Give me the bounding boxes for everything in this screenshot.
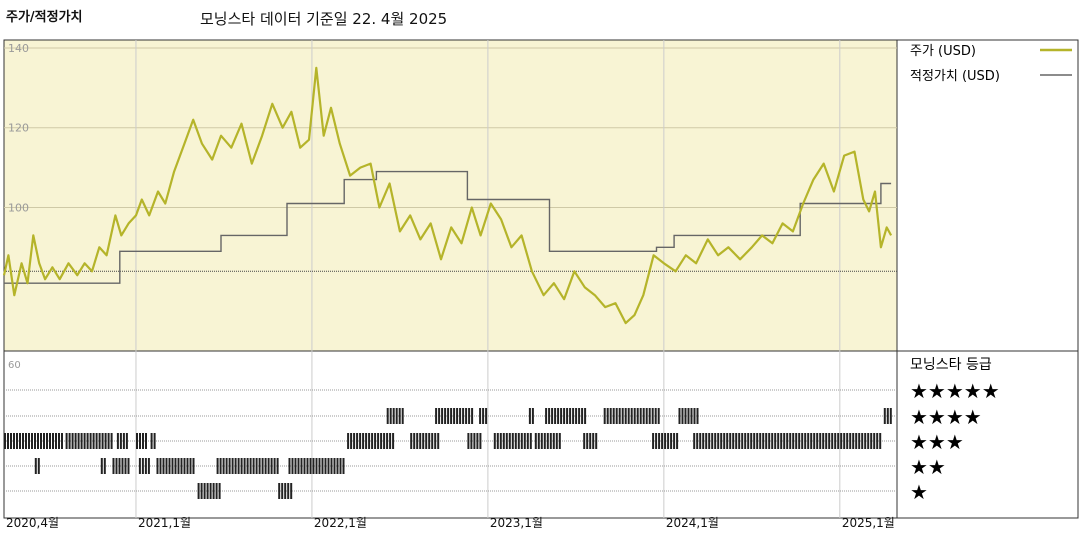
x-tick-label: 2025,1월 [842, 516, 895, 530]
legend-fair-label: 적정가치 (USD) [910, 69, 1000, 84]
star-rating-label: ★★★★ [910, 405, 982, 429]
price-series-line [2, 66, 893, 325]
rating-segment-4 [545, 408, 587, 424]
rating-segment-1 [197, 483, 221, 499]
rating-segment-3 [534, 433, 561, 449]
rating-segment-4 [678, 408, 699, 424]
star-rating-label: ★★★★★ [910, 379, 1000, 403]
rating-segment-3 [583, 433, 598, 449]
y-tick-label: 140 [8, 42, 29, 55]
rating-segment-3 [116, 433, 128, 449]
chart-section-title: 주가/적정가치 [6, 10, 83, 25]
rating-segment-2 [112, 458, 130, 474]
rating-axis-label: 60 [8, 360, 21, 371]
rating-segment-2 [288, 458, 345, 474]
rating-segment-3 [410, 433, 440, 449]
rating-segment-3 [136, 433, 147, 449]
rating-bars [4, 408, 892, 499]
rating-segment-4 [479, 408, 488, 424]
rating-segment-3 [347, 433, 395, 449]
rating-segment-3 [4, 433, 63, 449]
x-tick-label: 2022,1월 [314, 516, 367, 530]
rating-segment-2 [138, 458, 150, 474]
legend-price-label: 주가 (USD) [910, 44, 976, 59]
rating-panel-title: 모닝스타 등급 [910, 357, 992, 373]
x-tick-label: 2024,1월 [666, 516, 719, 530]
rating-segment-4 [435, 408, 474, 424]
rating-segment-3 [65, 433, 113, 449]
rating-segment-2 [34, 458, 40, 474]
rating-segment-1 [278, 483, 293, 499]
x-tick-label: 2020,4월 [6, 516, 59, 530]
y-axis-tick-labels: 140 120 100 [8, 42, 29, 214]
rating-rows [4, 389, 897, 492]
rating-segment-2 [216, 458, 279, 474]
star-rating-label: ★ [910, 480, 928, 504]
rating-segment-3 [467, 433, 482, 449]
rating-segment-4 [386, 408, 404, 424]
y-tick-label: 120 [8, 122, 29, 135]
rating-segment-2 [156, 458, 195, 474]
star-rating-label: ★★★ [910, 430, 964, 454]
x-tick-label: 2021,1월 [138, 516, 191, 530]
chart-frame [3, 39, 1079, 519]
star-rating-label: ★★ [910, 455, 946, 479]
rating-segment-3 [493, 433, 532, 449]
x-tick-label: 2023,1월 [490, 516, 543, 530]
price-panel-background [4, 40, 897, 351]
page-title: 모닝스타 데이터 기준일 22. 4월 2025 [200, 10, 448, 28]
rating-segment-4 [528, 408, 534, 424]
rating-segment-3 [652, 433, 679, 449]
rating-segment-2 [100, 458, 106, 474]
rating-segment-3 [150, 433, 156, 449]
fair-value-series-line [4, 170, 892, 284]
rating-segment-4 [603, 408, 660, 424]
y-tick-label: 100 [8, 201, 29, 214]
rating-segment-4 [883, 408, 892, 424]
rating-segment-3 [693, 433, 882, 449]
x-axis-tick-labels: 2020,4월 2021,1월 2022,1월 2023,1월 2024,1월 2025,… [6, 516, 895, 530]
star-rating-labels: ★★★★★★★★★★★★★★★ [910, 379, 1000, 504]
